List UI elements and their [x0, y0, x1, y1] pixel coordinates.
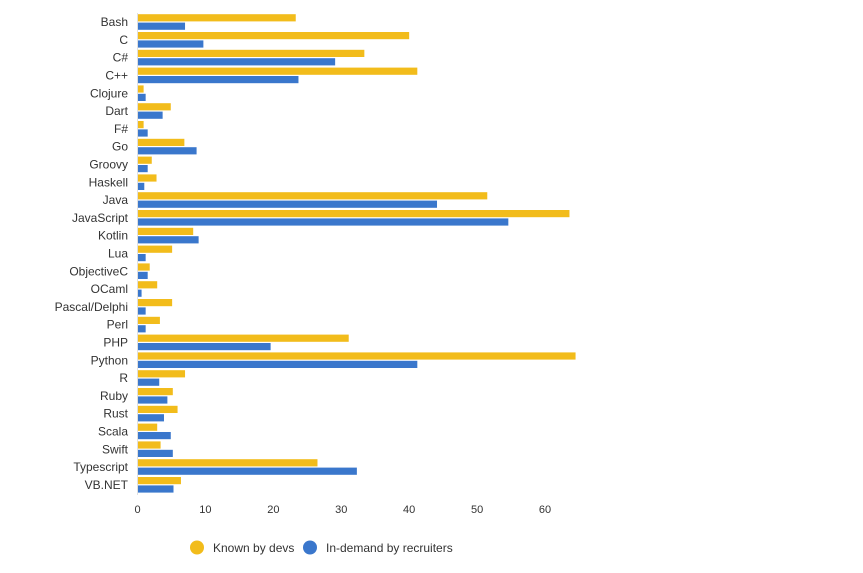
bar-known-c — [138, 32, 410, 40]
category-label-r: R — [119, 371, 128, 385]
x-tick-label-40: 40 — [403, 504, 415, 516]
bar-in-demand-go — [138, 147, 197, 155]
category-label-scala: Scala — [98, 425, 128, 439]
bar-known-vb-net — [138, 477, 181, 485]
bar-in-demand-swift — [138, 449, 173, 457]
category-label-groovy: Groovy — [89, 158, 128, 172]
category-label-php: PHP — [103, 336, 128, 350]
bar-known-rust — [138, 405, 178, 413]
category-label-c: C — [119, 33, 128, 47]
category-label-java: Java — [103, 193, 129, 207]
category-label-c: C++ — [105, 69, 128, 83]
bar-known-java — [138, 192, 488, 200]
bar-in-demand-vb-net — [138, 485, 174, 493]
category-label-pascal-delphi: Pascal/Delphi — [55, 300, 128, 314]
legend: Known by devs In-demand by recruiters — [190, 540, 453, 555]
category-label-vb-net: VB.NET — [85, 478, 129, 492]
category-label-haskell: Haskell — [89, 175, 128, 189]
bars-group — [138, 14, 576, 493]
bar-known-python — [138, 352, 576, 360]
bar-in-demand-perl — [138, 325, 146, 333]
x-tick-label-30: 30 — [335, 504, 347, 516]
category-label-c: C# — [113, 51, 129, 65]
bar-known-go — [138, 138, 185, 146]
bar-known-haskell — [138, 174, 157, 182]
bar-in-demand-clojure — [138, 93, 146, 101]
legend-marker-in-demand — [303, 540, 317, 555]
bar-known-scala — [138, 423, 158, 431]
bar-in-demand-objectivec — [138, 271, 148, 279]
category-label-bash: Bash — [101, 15, 128, 29]
bar-in-demand-dart — [138, 111, 163, 119]
bar-known-ruby — [138, 388, 173, 396]
category-label-dart: Dart — [105, 104, 128, 118]
x-tick-label-60: 60 — [539, 504, 551, 516]
bar-in-demand-c — [138, 40, 204, 48]
bar-in-demand-pascal-delphi — [138, 307, 146, 315]
bar-known-perl — [138, 316, 160, 324]
x-tick-label-20: 20 — [267, 504, 279, 516]
bar-in-demand-r — [138, 378, 160, 386]
category-label-lua: Lua — [108, 247, 128, 261]
bar-known-javascript — [138, 210, 570, 218]
legend-label-known: Known by devs — [213, 541, 294, 555]
category-label-javascript: JavaScript — [72, 211, 129, 225]
bar-known-php — [138, 334, 349, 342]
category-label-swift: Swift — [102, 442, 129, 456]
category-label-python: Python — [91, 353, 128, 367]
bar-in-demand-lua — [138, 254, 146, 262]
bar-in-demand-haskell — [138, 182, 145, 190]
bar-in-demand-rust — [138, 414, 164, 422]
bar-known-c — [138, 49, 365, 57]
bar-in-demand-ruby — [138, 396, 168, 404]
category-label-ruby: Ruby — [100, 389, 128, 403]
bar-known-c — [138, 67, 418, 75]
bar-in-demand-python — [138, 360, 418, 368]
bar-in-demand-scala — [138, 432, 171, 440]
category-label-perl: Perl — [107, 318, 128, 332]
bar-in-demand-f — [138, 129, 148, 137]
category-label-ocaml: OCaml — [91, 282, 128, 296]
bar-in-demand-c — [138, 58, 336, 66]
bar-known-typescript — [138, 459, 318, 467]
bar-known-lua — [138, 245, 173, 253]
bar-known-kotlin — [138, 227, 194, 235]
bar-known-objectivec — [138, 263, 150, 271]
x-tick-label-50: 50 — [471, 504, 483, 516]
bar-in-demand-typescript — [138, 467, 357, 475]
bar-in-demand-groovy — [138, 165, 148, 173]
bar-in-demand-kotlin — [138, 236, 199, 244]
category-labels: Bash C C# C++ Clojure Dart F# Go Groovy Haskell Ja… — [55, 15, 129, 492]
legend-marker-known — [190, 540, 204, 555]
category-label-typescript: Typescript — [73, 460, 128, 474]
bar-in-demand-bash — [138, 22, 186, 30]
bar-known-groovy — [138, 156, 152, 164]
bar-known-bash — [138, 14, 296, 22]
bar-known-f — [138, 121, 144, 129]
category-label-objectivec: ObjectiveC — [69, 264, 128, 278]
x-axis-ticks: 0 10 20 30 40 50 60 — [134, 504, 551, 516]
category-label-clojure: Clojure — [90, 86, 128, 100]
category-label-f: F# — [114, 122, 128, 136]
bar-known-clojure — [138, 85, 144, 93]
x-tick-label-0: 0 — [134, 504, 140, 516]
x-tick-label-10: 10 — [199, 504, 211, 516]
bar-known-r — [138, 370, 186, 378]
legend-label-in-demand: In-demand by recruiters — [326, 541, 453, 555]
bar-in-demand-javascript — [138, 218, 509, 226]
category-label-kotlin: Kotlin — [98, 229, 128, 243]
bar-in-demand-php — [138, 343, 271, 351]
bar-known-ocaml — [138, 281, 158, 289]
bar-known-swift — [138, 441, 161, 449]
bar-known-pascal-delphi — [138, 299, 173, 307]
category-label-rust: Rust — [103, 407, 128, 421]
bar-in-demand-java — [138, 200, 438, 208]
bar-in-demand-ocaml — [138, 289, 142, 297]
bar-known-dart — [138, 103, 171, 111]
bar-in-demand-c — [138, 76, 299, 84]
category-label-go: Go — [112, 140, 128, 154]
